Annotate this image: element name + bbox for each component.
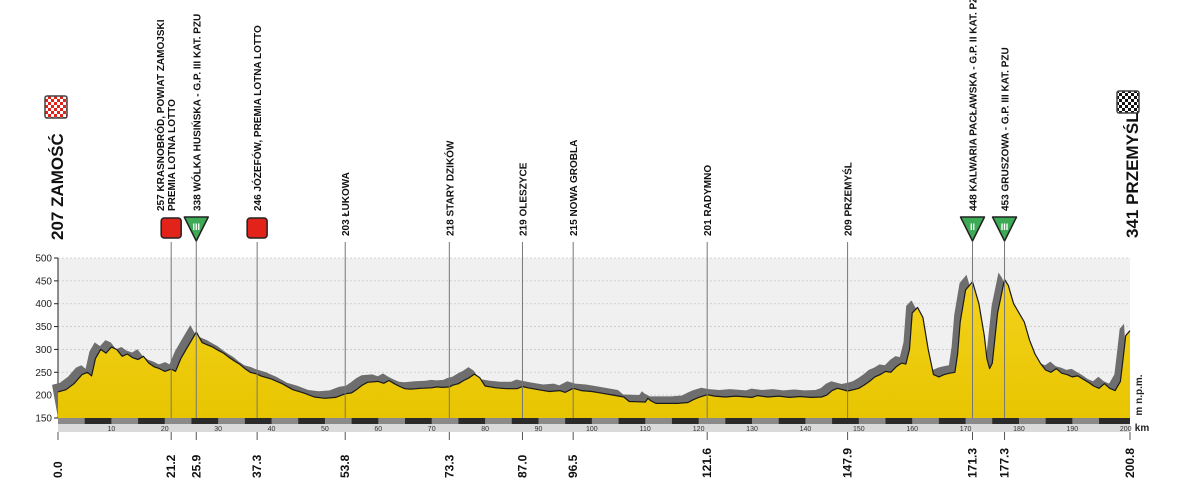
waypoint-label: 218 STARY DZIKÓW: [443, 140, 456, 236]
y-tick-label: 250: [35, 368, 52, 379]
start-label: 207 ZAMOŚĆ: [48, 133, 67, 240]
x-axis-label: km: [1135, 423, 1150, 434]
x-tick-minor-label: 200: [1120, 426, 1132, 433]
x-tick-minor-label: 180: [1013, 426, 1025, 433]
x-tick-major-label: 73.3: [442, 454, 456, 478]
x-tick-major-label: 171.3: [966, 448, 980, 478]
x-tick-major-label: 53.8: [338, 454, 352, 478]
x-tick-minor-label: 50: [321, 426, 329, 433]
base-band-segment: [58, 418, 85, 424]
x-axis: 10 20 30 40 50 60 70 80 90 100 110 120 130 140 150 160 1…: [51, 426, 1137, 478]
sprint-marker-icon: [246, 217, 268, 239]
x-tick-minor-label: 30: [214, 426, 222, 433]
waypoint-label: 453 GRUSZOWA - G.P. III KAT. PZU: [1001, 47, 1012, 211]
x-tick-minor-label: 60: [374, 426, 382, 433]
start-flag-icon: [44, 95, 68, 119]
base-band-segment: [218, 418, 245, 424]
finish-flag-icon: [1116, 90, 1140, 114]
elevation-shadow: [52, 272, 1130, 418]
waypoint-label: 215 NOWA GROBLA: [569, 140, 580, 236]
x-tick-minor-label: 160: [906, 426, 918, 433]
y-tick-label: 500: [35, 254, 52, 265]
x-tick-major-label: 37.3: [250, 454, 264, 478]
base-band-segment: [591, 418, 619, 424]
base-band-segment: [538, 418, 566, 424]
base-band-segment: [698, 418, 726, 424]
y-tick-label: 150: [35, 414, 52, 425]
x-tick-major-label: 121.6: [700, 448, 714, 478]
base-band-segment: [378, 418, 406, 424]
base-band-segment: [324, 418, 352, 424]
base-band-segment: [752, 418, 779, 424]
y-tick-label: 200: [35, 391, 52, 402]
x-tick-minor-label: 80: [481, 426, 489, 433]
x-tick-minor-label: 150: [853, 426, 865, 433]
x-tick-minor-label: 190: [1066, 426, 1078, 433]
waypoint-label: 209 PRZEMYŚL: [842, 162, 855, 236]
x-tick-minor-label: 40: [268, 426, 276, 433]
sprint-marker-icon: [160, 217, 182, 239]
x-tick-minor-label: 140: [800, 426, 812, 433]
waypoint-label: 246 JÓZEFÓW, PREMIA LOTNA LOTTO: [251, 25, 264, 211]
y-tick-label: 400: [35, 299, 52, 310]
waypoint-label: 448 KALWARIA PACŁAWSKA - G.P. II KAT. PZ…: [969, 0, 980, 211]
waypoint-label: 203 ŁUKOWA: [341, 172, 352, 236]
x-tick-major-label: 87.0: [515, 454, 529, 478]
waypoint-label: 257 KRASNOBRÓD, POWIAT ZAMOJSKI: [154, 19, 167, 211]
base-band-light: [58, 424, 1130, 432]
x-tick-major-label: 147.9: [841, 448, 855, 478]
climb-marker-icon: [991, 216, 1018, 242]
base-band-segment: [805, 418, 833, 424]
x-tick-minor-label: 100: [586, 426, 598, 433]
base-band-segment: [965, 418, 993, 424]
climb-category-label: III: [1001, 222, 1009, 232]
climb-marker-icon: [183, 216, 210, 242]
waypoint-label: 219 OLESZYCE: [518, 162, 529, 236]
terrain: [52, 272, 1131, 418]
x-tick-minor-label: 170: [960, 426, 972, 433]
base-band-segment: [271, 418, 299, 424]
x-tick-minor-label: 110: [640, 426, 651, 433]
base-band-segment: [485, 418, 512, 424]
x-tick-major-label: 200.8: [1123, 448, 1137, 478]
base-band-segment: [858, 418, 886, 424]
base-band: [58, 418, 1130, 432]
x-tick-major-label: 177.3: [998, 448, 1012, 478]
x-tick-minor-label: 10: [107, 426, 115, 433]
climb-marker-icon: [959, 216, 986, 242]
waypoints: 257 KRASNOBRÓD, POWIAT ZAMOJSKI PREMIA LO…: [154, 0, 1018, 418]
y-tick-label: 450: [35, 276, 52, 287]
base-band-segment: [1072, 418, 1100, 424]
base-band-segment: [431, 418, 459, 424]
base-band-segment: [164, 418, 192, 424]
y-tick-label: 350: [35, 322, 52, 333]
x-tick-minor-label: 90: [535, 426, 543, 433]
x-tick-minor-label: 70: [428, 426, 436, 433]
base-band-segment: [912, 418, 939, 424]
unit-label: m n.p.m.: [1134, 374, 1145, 415]
finish-label: 341 PRZEMYŚL: [1123, 112, 1142, 238]
elevation-outline: [57, 278, 1131, 404]
climb-category-label: II: [970, 222, 975, 232]
x-tick-major-label: 25.9: [189, 454, 203, 478]
x-tick-major-label: 0.0: [51, 461, 65, 478]
waypoint-label: 201 RADYMNO: [703, 165, 714, 236]
elevation-area: [58, 279, 1130, 418]
x-tick-major-label: 21.2: [164, 454, 178, 478]
waypoint-label: 338 WÓLKA HUSIŃSKA - G.P. III KAT. PZU: [190, 14, 203, 211]
climb-category-label: III: [193, 222, 201, 232]
x-tick-major-label: 96.5: [566, 454, 580, 478]
x-tick-minor-label: 20: [161, 426, 169, 433]
waypoint-label: PREMIA LOTNA LOTTO: [167, 99, 178, 211]
y-tick-label: 300: [35, 345, 52, 356]
base-band-segment: [111, 418, 139, 424]
base-band-segment: [645, 418, 672, 424]
x-tick-minor-label: 120: [693, 426, 705, 433]
y-axis: 150 200 250 300 350 400 450 500: [35, 254, 59, 425]
x-tick-minor-label: 130: [746, 426, 758, 433]
base-band-segment: [1018, 418, 1046, 424]
